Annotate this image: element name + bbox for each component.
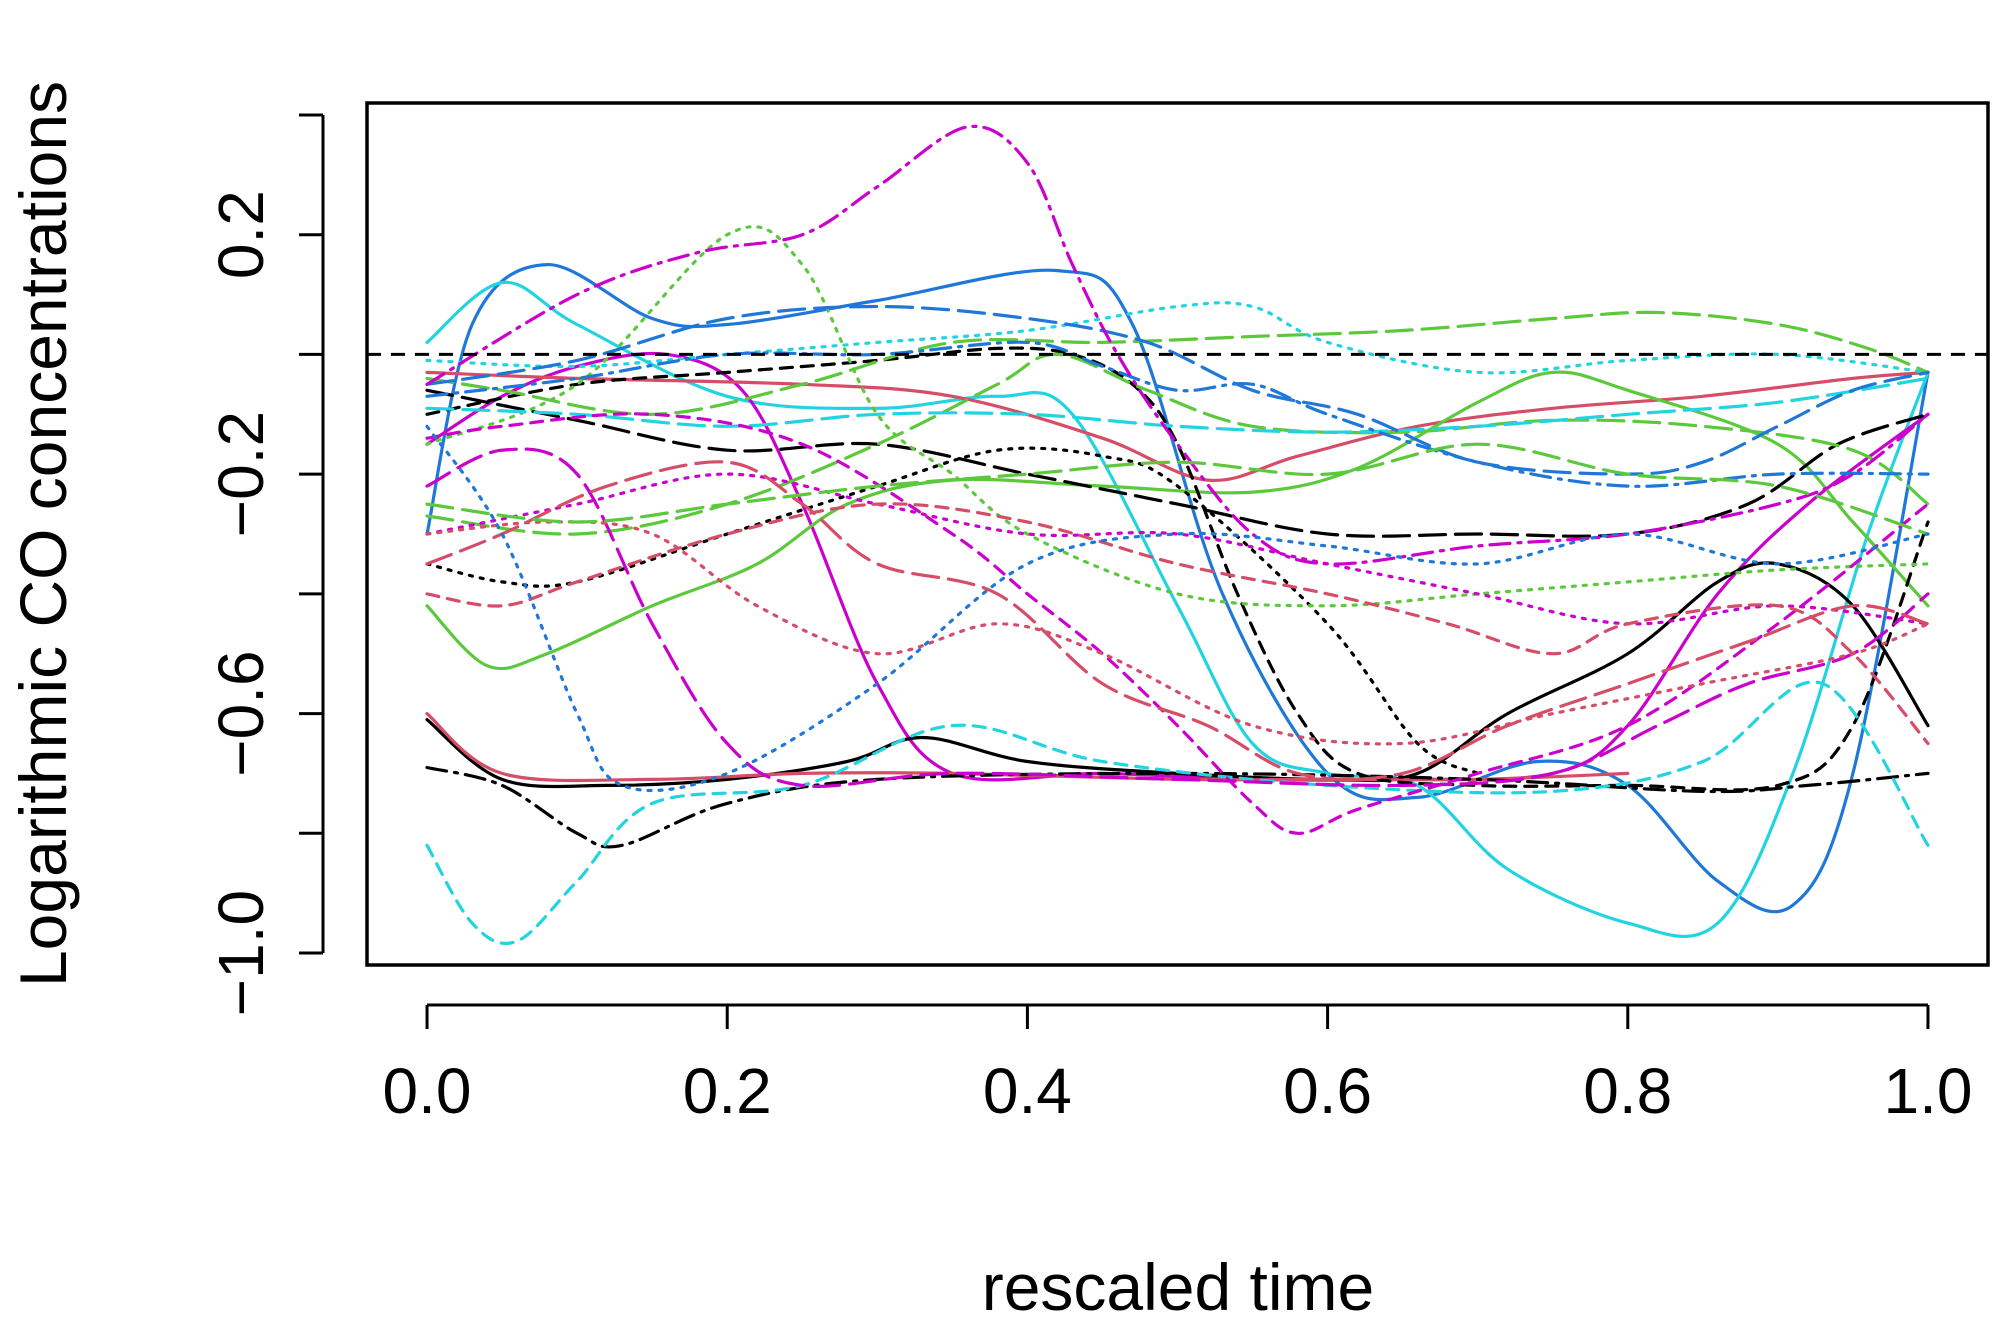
- series-line-curve-18: [425, 304, 1930, 476]
- x-axis-title: rescaled time: [982, 1250, 1375, 1324]
- x-tick-label: 0.8: [1583, 1055, 1672, 1127]
- series-line-curve-03: [425, 351, 1930, 782]
- series-line-curve-16: [425, 376, 1930, 434]
- x-tick-label: 0.0: [383, 1055, 472, 1127]
- series-line-curve-27: [425, 442, 1930, 536]
- series-lines: [425, 124, 1930, 946]
- y-axis: −1.0 −0.6 −0.2 0.2: [205, 113, 325, 1016]
- series-line-curve-07: [425, 712, 1630, 783]
- series-line-curve-26: [425, 520, 1930, 746]
- y-axis-title: Logarithmic CO concentrations: [6, 81, 80, 987]
- y-tick-label: 0.2: [205, 190, 277, 279]
- series-line-curve-13: [425, 352, 1930, 536]
- series-line-curve-04: [425, 370, 1930, 483]
- series-line-curve-21: [425, 447, 1930, 788]
- series-line-curve-02: [425, 280, 1930, 938]
- series-line-curve-09: [425, 388, 1930, 538]
- series-line-curve-20: [425, 124, 1930, 566]
- series-line-curve-24: [425, 460, 1930, 781]
- series-line-curve-01: [425, 262, 1930, 914]
- y-tick-label: −1.0: [205, 890, 277, 1016]
- plot-frame: [365, 101, 1990, 967]
- series-line-curve-14: [425, 225, 1930, 608]
- y-tick-label: −0.6: [205, 650, 277, 776]
- y-tick-label: −0.2: [205, 411, 277, 537]
- series-line-curve-17: [425, 680, 1930, 946]
- series-line-curve-15: [425, 301, 1930, 375]
- series-line-curve-06: [425, 561, 1930, 789]
- series-line-curve-28: [425, 424, 1930, 793]
- x-axis: 0.0 0.2 0.4 0.6 0.8 1.0: [383, 1003, 1972, 1127]
- series-line-curve-22: [425, 412, 1930, 835]
- x-tick-label: 0.2: [683, 1055, 772, 1127]
- x-tick-label: 0.4: [983, 1055, 1072, 1127]
- x-tick-label: 1.0: [1883, 1055, 1972, 1127]
- x-tick-label: 0.6: [1283, 1055, 1372, 1127]
- series-line-curve-08: [425, 346, 1930, 792]
- series-line-curve-23: [425, 472, 1930, 626]
- series-line-curve-10: [425, 765, 1930, 849]
- series-line-curve-19: [425, 340, 1930, 488]
